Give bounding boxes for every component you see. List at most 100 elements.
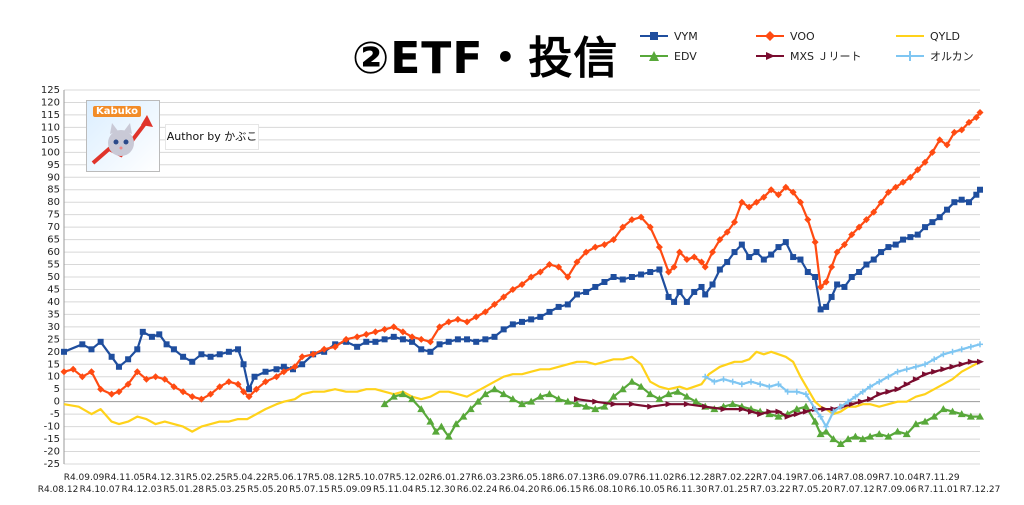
y-tick-label: -25 [44, 459, 60, 470]
x-tick-label: R4.09.09 [64, 473, 105, 483]
y-tick-label: 105 [41, 135, 60, 146]
series-point-voo [840, 241, 848, 249]
series-point-vym [273, 366, 280, 373]
series-point-voo [298, 353, 306, 361]
series-point-voo [417, 335, 425, 343]
series-point-vym [125, 356, 132, 363]
series-point-vym [482, 336, 489, 343]
series-point-vym [817, 306, 824, 313]
series-point-voo [701, 263, 709, 271]
series-point-edv [844, 435, 853, 443]
series-point-mxs [912, 376, 920, 383]
series-point-vym [148, 333, 155, 340]
series-point-voo [921, 158, 929, 166]
series-point-vym [399, 336, 406, 343]
x-tick-label: R5.06.17 [267, 473, 308, 483]
x-tick-label: R5.04.22 [227, 473, 268, 483]
cat-mascot-icon [91, 115, 153, 165]
series-point-vym [698, 283, 705, 290]
series-point-vym [134, 346, 141, 353]
series-point-edv [858, 435, 867, 443]
series-point-vym [738, 241, 745, 248]
series-point-vym [555, 303, 562, 310]
series-point-voo [870, 208, 878, 216]
series-point-edv [600, 402, 609, 410]
series-point-vym [262, 368, 269, 375]
x-tick-label: R6.02.24 [457, 485, 498, 495]
series-point-edv [527, 397, 536, 405]
series-point-edv [822, 427, 831, 435]
series-point-voo [390, 323, 398, 331]
series-point-vym [863, 261, 870, 268]
series-point-mxs [977, 358, 984, 365]
series-point-edv [728, 400, 737, 408]
x-tick-label: R7.02.22 [715, 473, 756, 483]
series-point-vym [299, 361, 306, 368]
series-point-voo [670, 263, 678, 271]
series-point-vym [804, 269, 811, 276]
series-point-vym [973, 191, 980, 198]
series-point-voo [564, 273, 572, 281]
x-tick-label: R7.07.12 [834, 485, 875, 495]
series-point-edv [398, 390, 407, 398]
series-point-vym [61, 348, 67, 355]
series-point-voo [445, 318, 453, 326]
series-point-vym [691, 288, 698, 295]
series-point-vym [390, 333, 397, 340]
y-tick-label: 70 [47, 222, 60, 233]
series-point-voo [381, 325, 389, 333]
series-point-edv [939, 405, 948, 413]
x-tick-label: R6.08.10 [583, 485, 624, 495]
series-point-mxs [702, 403, 710, 410]
series-point-voo [665, 268, 673, 276]
series-point-edv [437, 422, 446, 430]
series-point-mxs [922, 371, 930, 378]
series-point-voo [142, 375, 150, 383]
series-point-mxs [610, 401, 618, 408]
series-point-voo [690, 253, 698, 261]
series-point-voo [646, 223, 654, 231]
x-tick-label: R5.09.09 [331, 485, 372, 495]
series-point-vym [500, 326, 507, 333]
series-point-vym [638, 271, 645, 278]
series-point-edv [673, 387, 682, 395]
series-point-voo [124, 380, 132, 388]
series-point-vym [914, 231, 921, 238]
x-tick-label: R7.04.19 [756, 473, 797, 483]
series-point-mxs [867, 396, 875, 403]
kabuko-logo: Kabuko [86, 100, 160, 172]
series-point-voo [582, 248, 590, 256]
series-point-vym [381, 336, 388, 343]
series-point-voo [518, 280, 526, 288]
series-point-voo [152, 373, 160, 381]
series-point-vym [828, 293, 835, 300]
x-tick-label: R7.11.29 [919, 473, 960, 483]
x-tick-label: R4.12.03 [122, 485, 163, 495]
x-tick-label: R4.12.31 [145, 473, 186, 483]
series-point-edv [582, 402, 591, 410]
series-point-vym [841, 283, 848, 290]
series-point-mxs [748, 408, 755, 415]
series-point-voo [362, 330, 370, 338]
y-tick-label: 90 [47, 172, 60, 183]
x-tick-label: R7.09.06 [876, 485, 917, 495]
series-point-vym [823, 303, 830, 310]
series-point-edv [499, 390, 508, 398]
series-point-vym [564, 301, 571, 308]
series-point-voo [928, 148, 936, 156]
series-point-voo [573, 258, 581, 266]
x-tick-label: R5.10.07 [349, 473, 390, 483]
series-point-edv [389, 392, 398, 400]
series-point-vym [445, 338, 452, 345]
legend-swatch-vym [640, 32, 668, 40]
series-point-edv [811, 417, 820, 425]
series-point-vym [464, 336, 471, 343]
series-point-voo [600, 241, 608, 249]
y-tick-label: 100 [41, 147, 60, 158]
x-tick-label: R6.03.23 [471, 473, 512, 483]
series-point-vym [240, 361, 247, 368]
series-point-voo [683, 256, 691, 264]
series-point-vym [977, 186, 983, 193]
series-point-voo [709, 248, 717, 256]
